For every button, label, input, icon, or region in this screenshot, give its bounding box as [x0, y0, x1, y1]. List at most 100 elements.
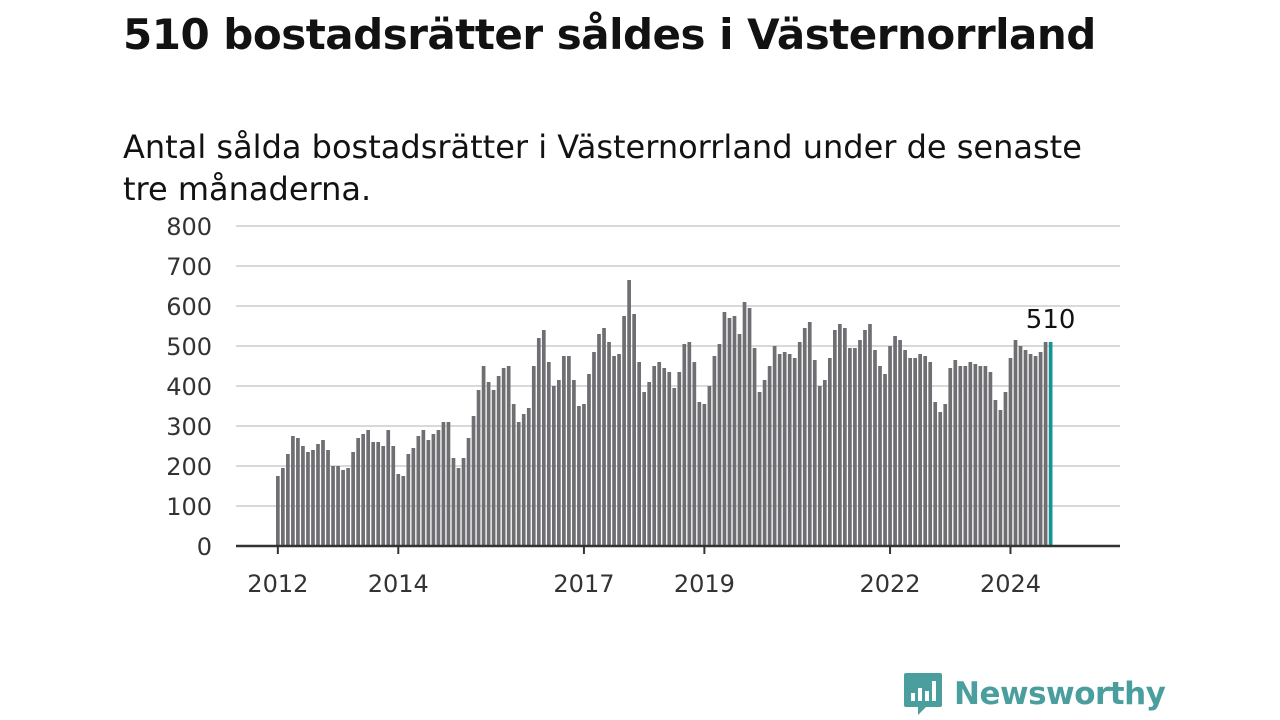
- bar: [371, 442, 376, 546]
- bar: [682, 344, 687, 546]
- bar: [692, 362, 697, 546]
- bar: [943, 404, 948, 546]
- bar: [441, 422, 446, 546]
- bar: [792, 358, 797, 546]
- bar: [742, 302, 747, 546]
- bar: [476, 390, 481, 546]
- bar: [968, 362, 973, 546]
- bar: [948, 368, 953, 546]
- bar: [296, 438, 300, 546]
- bar: [577, 406, 581, 546]
- bar: [486, 382, 491, 546]
- x-tick-label: 2022: [860, 570, 921, 598]
- bar: [662, 368, 667, 546]
- bar: [386, 430, 391, 546]
- bar: [988, 372, 993, 546]
- bar: [762, 380, 767, 546]
- bar: [526, 408, 531, 546]
- y-tick-label: 200: [166, 453, 212, 481]
- bar: [983, 366, 988, 546]
- bar: [973, 364, 978, 546]
- bar: [702, 404, 707, 546]
- bar: [918, 354, 922, 546]
- bar: [1023, 350, 1028, 546]
- bar: [541, 330, 546, 546]
- bar: [1003, 392, 1008, 546]
- bar: [938, 412, 943, 546]
- chart-title: 510 bostadsrätter såldes i Västernorrlan…: [123, 10, 1096, 59]
- bar: [331, 466, 335, 546]
- chart-subtitle: Antal sålda bostadsrätter i Västernorrla…: [123, 128, 1082, 208]
- bar: [461, 458, 466, 546]
- bar: [863, 330, 867, 546]
- bar: [391, 446, 396, 546]
- bar: [301, 446, 305, 546]
- bar: [536, 338, 541, 546]
- bar: [883, 374, 887, 546]
- bar: [868, 324, 872, 546]
- bar: [737, 334, 742, 546]
- bar: [1013, 340, 1018, 546]
- bar: [421, 430, 426, 546]
- bar: [878, 366, 882, 546]
- bar: [908, 358, 912, 546]
- bar: [496, 376, 501, 546]
- bar: [978, 366, 983, 546]
- bar: [953, 360, 958, 546]
- bar: [531, 366, 536, 546]
- bar: [812, 360, 817, 546]
- bar: [436, 430, 441, 546]
- bar: [411, 448, 416, 546]
- bar: [752, 348, 757, 546]
- y-tick-label: 0: [197, 533, 212, 561]
- bar: [587, 374, 591, 546]
- bar: [1043, 342, 1048, 546]
- bar: [712, 356, 717, 546]
- bar: [873, 350, 877, 546]
- bar: [1033, 356, 1038, 546]
- bar: [321, 440, 325, 546]
- bar: [627, 280, 631, 546]
- bar: [827, 358, 832, 546]
- bar: [1028, 354, 1033, 546]
- y-tick-label: 500: [166, 333, 212, 361]
- bar: [451, 458, 456, 546]
- brand-logo[interactable]: Newsworthy: [902, 670, 1166, 718]
- bar: [928, 362, 933, 546]
- bar: [316, 444, 320, 546]
- bar: [923, 356, 928, 546]
- bar: [617, 354, 621, 546]
- bar: [772, 346, 777, 546]
- bar: [858, 340, 862, 546]
- bar: [612, 356, 616, 546]
- latest-value-label: 510: [1026, 305, 1076, 335]
- bar: [431, 434, 436, 546]
- bar: [672, 388, 677, 546]
- bar: [848, 348, 852, 546]
- bar: [346, 468, 350, 546]
- bar: [361, 434, 366, 546]
- bar: [833, 330, 837, 546]
- bar: [1018, 346, 1023, 546]
- bar: [582, 404, 586, 546]
- bar: [341, 470, 345, 546]
- bar: [652, 366, 657, 546]
- y-tick-label: 600: [166, 293, 212, 321]
- bar: [998, 410, 1003, 546]
- bar: [311, 450, 315, 546]
- bar: [456, 468, 461, 546]
- bar: [807, 322, 812, 546]
- bar: [426, 440, 431, 546]
- y-tick-label: 700: [166, 253, 212, 281]
- x-axis-ticks: 2012 2014 2017 2019 2022 2024: [247, 546, 1041, 598]
- bar: [281, 468, 285, 546]
- bar: [697, 402, 702, 546]
- y-tick-label: 800: [166, 213, 212, 241]
- bar: [782, 352, 787, 546]
- bar: [677, 372, 682, 546]
- bar: [777, 354, 782, 546]
- bar: [356, 438, 360, 546]
- bar: [602, 328, 606, 546]
- bar: [757, 392, 762, 546]
